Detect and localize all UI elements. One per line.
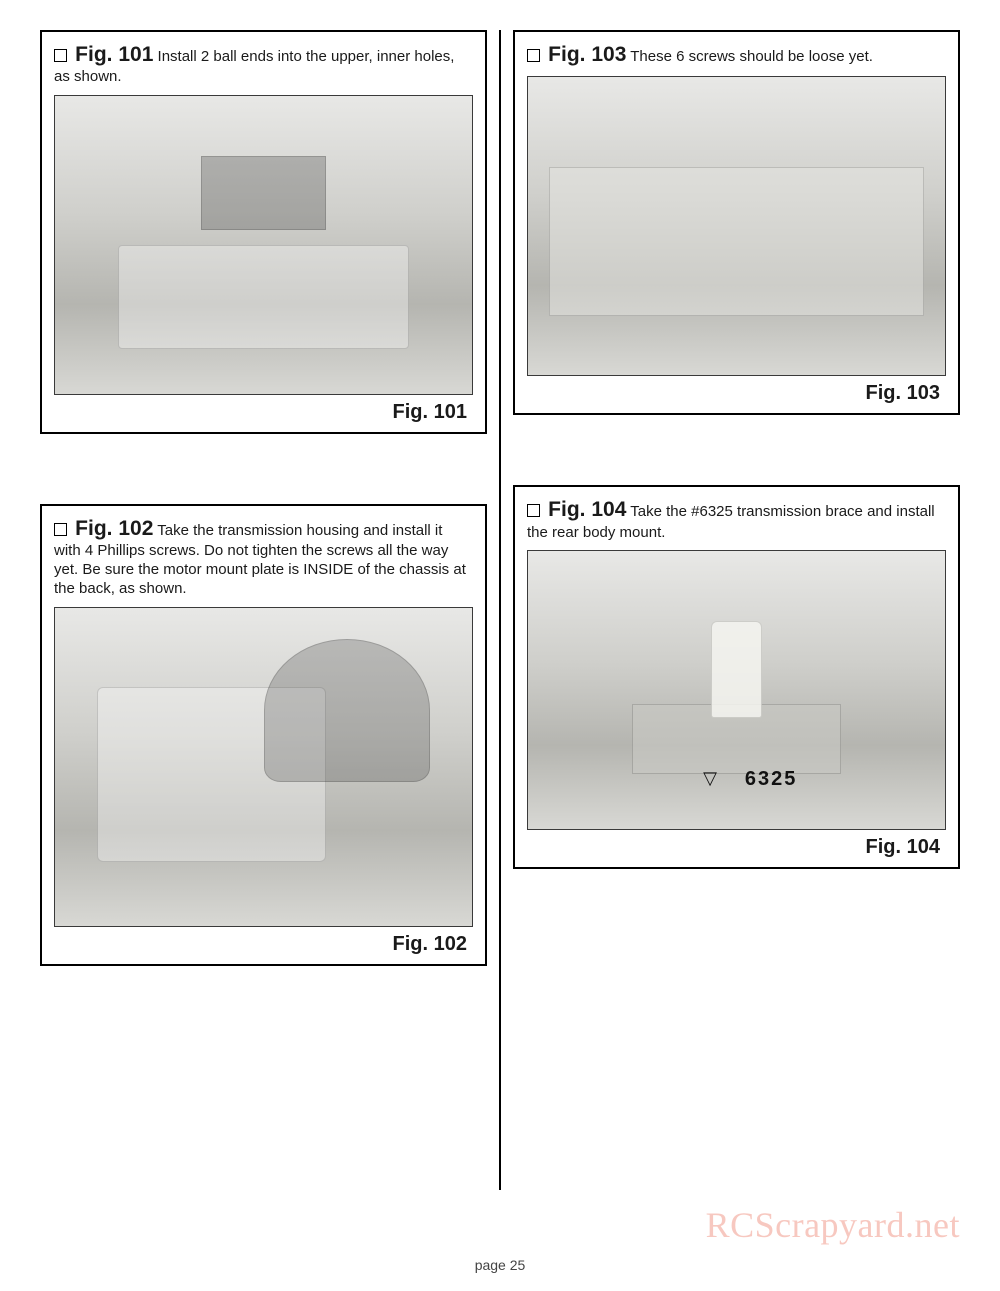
figure-103-instruction: Fig. 103 These 6 screws should be loose … (527, 42, 946, 68)
checkbox-icon (54, 49, 67, 62)
figure-102-box: Fig. 102 Take the transmission housing a… (40, 504, 487, 966)
checkbox-icon (527, 49, 540, 62)
figure-103-image (527, 76, 946, 376)
arrow-icon: ▽ (703, 768, 717, 789)
checkbox-icon (527, 504, 540, 517)
manual-page: Fig. 101 Install 2 ball ends into the up… (0, 0, 1000, 1291)
figure-103-text: These 6 screws should be loose yet. (626, 48, 873, 65)
figure-102-image (54, 607, 473, 927)
placeholder-shape (549, 167, 924, 316)
figure-101-label: Fig. 101 (75, 43, 153, 66)
figure-104-box: Fig. 104 Take the #6325 transmission bra… (513, 485, 960, 869)
right-column: Fig. 103 These 6 screws should be loose … (501, 30, 970, 1251)
placeholder-shape (711, 621, 761, 718)
two-column-layout: Fig. 101 Install 2 ball ends into the up… (30, 30, 970, 1251)
figure-104-label: Fig. 104 (548, 498, 626, 521)
placeholder-shape (264, 639, 431, 782)
figure-102-instruction: Fig. 102 Take the transmission housing a… (54, 516, 473, 599)
figure-103-label: Fig. 103 (548, 43, 626, 66)
figure-101-instruction: Fig. 101 Install 2 ball ends into the up… (54, 42, 473, 87)
left-column: Fig. 101 Install 2 ball ends into the up… (30, 30, 499, 1251)
figure-104-caption: Fig. 104 (527, 830, 946, 859)
page-number: page 25 (0, 1257, 1000, 1273)
figure-103-caption: Fig. 103 (527, 376, 946, 405)
figure-102-caption: Fig. 102 (54, 927, 473, 956)
figure-101-image (54, 95, 473, 395)
figure-101-caption: Fig. 101 (54, 395, 473, 424)
checkbox-icon (54, 523, 67, 536)
figure-104-image: ▽ 6325 (527, 550, 946, 830)
figure-101-box: Fig. 101 Install 2 ball ends into the up… (40, 30, 487, 434)
figure-102-label: Fig. 102 (75, 517, 153, 540)
figure-104-instruction: Fig. 104 Take the #6325 transmission bra… (527, 497, 946, 542)
watermark-text: RCScrapyard.net (706, 1204, 960, 1246)
placeholder-shape (118, 245, 410, 349)
figure-103-box: Fig. 103 These 6 screws should be loose … (513, 30, 960, 415)
part-number-label: 6325 (745, 768, 798, 791)
placeholder-shape (201, 156, 326, 231)
